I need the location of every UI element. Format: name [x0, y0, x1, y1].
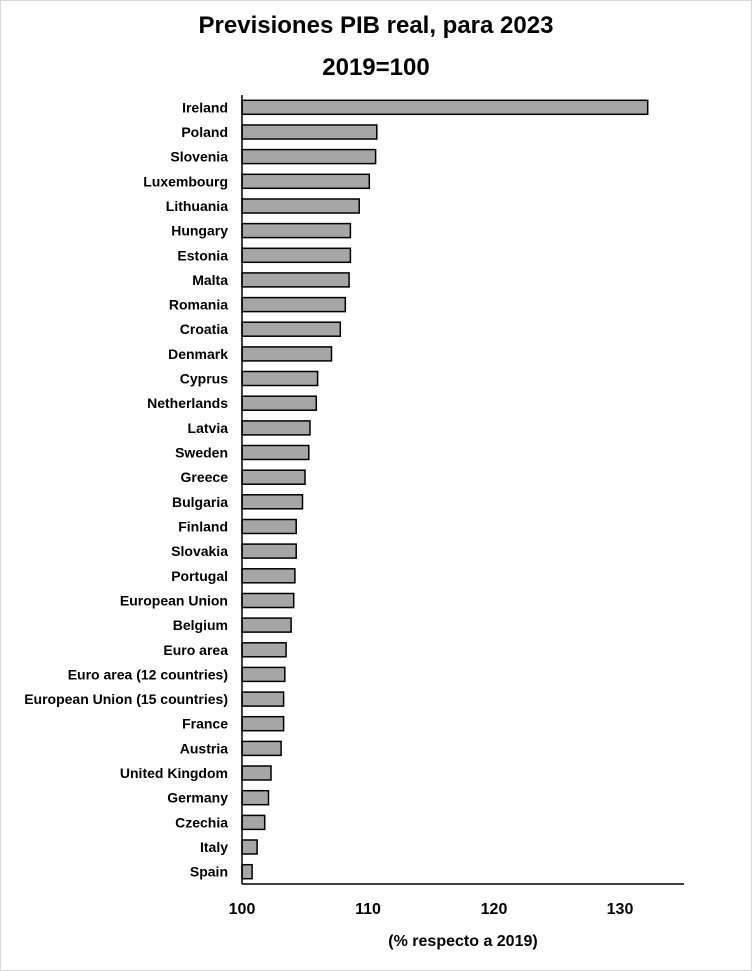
bar-euro-area-12-countries [241, 666, 286, 683]
bar-malta [241, 272, 350, 288]
category-label: Austria [180, 740, 228, 756]
bar-austria [241, 740, 282, 757]
category-label: Finland [178, 519, 228, 535]
bar-italy [241, 839, 258, 855]
bar-romania [241, 296, 347, 313]
bar-ireland [241, 99, 649, 116]
bar-portugal [241, 568, 296, 584]
bar-hungary [241, 222, 352, 239]
category-label: Romania [169, 297, 228, 313]
bar-bulgaria [241, 494, 304, 510]
category-label: Hungary [171, 223, 228, 239]
category-label: Euro area (12 countries) [68, 666, 228, 682]
category-label: Belgium [173, 617, 228, 633]
x-tick-label: 120 [481, 901, 508, 918]
category-label: United Kingdom [120, 765, 228, 781]
bar-european-union [241, 592, 295, 609]
bar-greece [241, 469, 306, 485]
chart-title: Previsiones PIB real, para 2023 [198, 12, 554, 39]
category-label: France [182, 716, 228, 732]
bar-lithuania [241, 198, 360, 214]
category-label: Denmark [168, 346, 228, 362]
bar-slovakia [241, 543, 297, 559]
category-label: Lithuania [166, 198, 228, 214]
category-label: Spain [190, 864, 228, 880]
category-label: Italy [200, 839, 228, 855]
bar-latvia [241, 420, 311, 436]
bar-euro-area [241, 642, 287, 658]
category-label: Portugal [171, 568, 228, 584]
bar-germany [241, 789, 270, 806]
category-label: European Union [120, 593, 228, 609]
bar-netherlands [241, 395, 318, 411]
bar-united-kingdom [241, 765, 272, 781]
bar-czechia [241, 814, 266, 831]
bar-sweden [241, 444, 310, 461]
category-label: Czechia [175, 814, 228, 830]
category-label: European Union (15 countries) [24, 691, 228, 707]
category-label: Croatia [180, 321, 228, 337]
category-label: Cyprus [180, 371, 228, 387]
bar-spain [241, 863, 253, 880]
bar-belgium [241, 617, 292, 633]
bar-france [241, 715, 285, 732]
category-label: Slovenia [170, 149, 228, 165]
x-tick-label: 130 [607, 901, 634, 918]
bar-estonia [241, 247, 352, 264]
bar-croatia [241, 321, 342, 337]
category-label: Latvia [188, 420, 229, 436]
category-label: Ireland [182, 99, 228, 115]
category-label: Estonia [177, 247, 228, 263]
category-label: Slovakia [171, 543, 228, 559]
bar-poland [241, 124, 378, 140]
x-axis-title: (% respecto a 2019) [388, 933, 537, 950]
category-label: Sweden [175, 445, 228, 461]
category-label: Germany [167, 790, 228, 806]
bar-finland [241, 518, 297, 535]
category-label: Greece [181, 469, 229, 485]
category-label: Malta [192, 272, 228, 288]
x-tick-label: 110 [355, 901, 381, 918]
category-label: Bulgaria [172, 494, 228, 510]
category-label: Luxembourg [143, 173, 228, 189]
bar-european-union-15-countries [241, 691, 285, 707]
category-label: Poland [181, 124, 228, 140]
bar-cyprus [241, 370, 319, 387]
category-label: Netherlands [147, 395, 228, 411]
bar-luxembourg [241, 173, 371, 190]
category-label: Euro area [163, 642, 228, 658]
chart-subtitle: 2019=100 [322, 54, 430, 81]
x-tick-label: 100 [229, 901, 256, 918]
bar-denmark [241, 346, 333, 362]
bar-slovenia [241, 148, 377, 165]
